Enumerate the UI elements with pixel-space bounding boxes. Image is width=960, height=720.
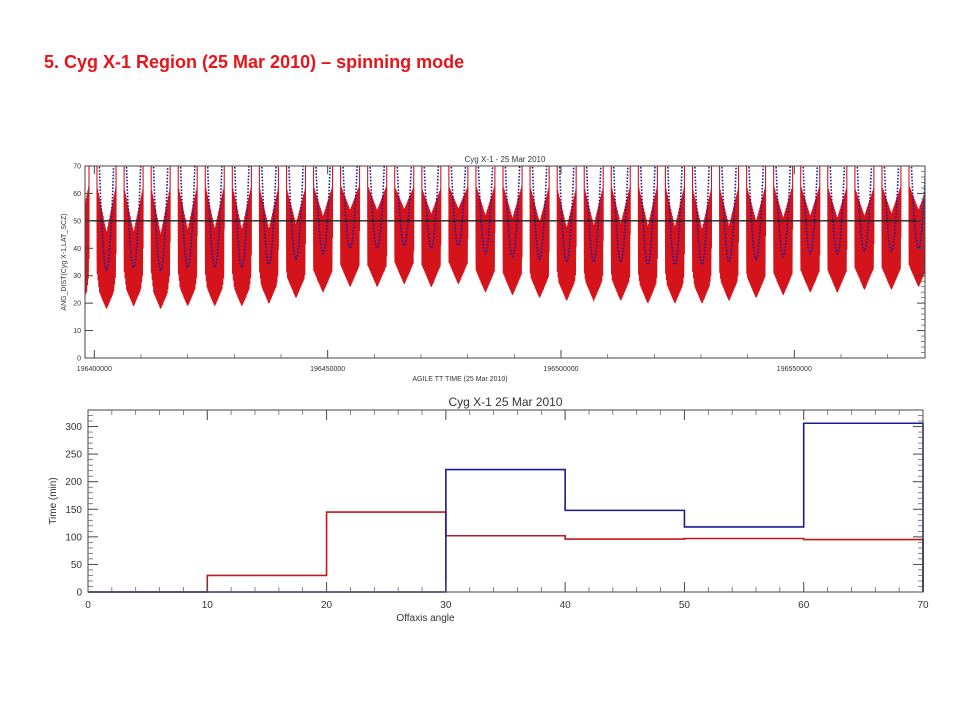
chart-1-blue-minima — [504, 166, 521, 258]
chart-1-y-tick-label: 10 — [73, 328, 81, 335]
chart-1-y-tick-label: 30 — [73, 273, 81, 280]
chart-1-blue-minima — [775, 166, 792, 258]
chart-1-blue-minima — [531, 166, 548, 261]
chart-2-y-tick-label: 300 — [65, 422, 82, 433]
chart-1-blue-minima — [315, 166, 331, 255]
chart-2-x-tick-label: 20 — [321, 600, 333, 611]
chart-2-y-tick-label: 100 — [65, 532, 82, 543]
chart-1-blue-minima — [342, 166, 358, 250]
chart-1-x-axis-label: AGILE TT TIME (25 Mar 2010) — [412, 376, 507, 383]
chart-1-blue-minima — [667, 166, 683, 266]
chart-1-x-tick-label: 196400000 — [77, 366, 112, 373]
chart-1-y-tick-label: 70 — [73, 164, 81, 171]
chart-1-title: Cyg X-1 - 25 Mar 2010 — [465, 155, 546, 164]
chart-2-series-red — [88, 511, 924, 593]
chart-1-y-tick-label: 60 — [73, 191, 81, 198]
chart-1-y-tick-label: 20 — [73, 301, 81, 308]
chart-1-y-tick-label: 0 — [77, 356, 81, 363]
chart-1-x-tick-label: 196450000 — [310, 366, 345, 373]
chart-2: 0 50 100 150 200 250 300 0 10 20 30 40 50 60 70 Cyg X-1… — [48, 395, 929, 624]
chart-1-blue-minima — [423, 166, 440, 250]
chart-2-y-tick-label: 250 — [65, 450, 82, 461]
chart-1-blue-minima — [910, 166, 925, 250]
chart-1-blue-minima — [585, 166, 602, 264]
chart-1-blue-minima — [883, 166, 900, 253]
chart-2-series-blue — [88, 422, 924, 593]
chart-1-blue-minima — [369, 166, 386, 250]
chart-1-blue-minima — [612, 166, 629, 264]
chart-2-title: Cyg X-1 25 Mar 2010 — [448, 395, 562, 409]
chart-1-x-tick-label: 196500000 — [543, 366, 578, 373]
chart-2-x-tick-label: 50 — [679, 600, 691, 611]
chart-1-blue-minima — [694, 166, 710, 266]
chart-1-y-axis-label: ANG_DIST(Cyg X-1,LAT_SCZ) — [61, 213, 68, 310]
chart-1-blue-minima — [856, 166, 873, 253]
chart-1-y-tick-label: 40 — [73, 246, 81, 253]
chart-1-red-series — [85, 166, 925, 309]
chart-1-x-tick-label: 196550000 — [777, 366, 812, 373]
chart-2-x-tick-label: 70 — [917, 600, 929, 611]
chart-1-blue-minima — [288, 166, 304, 261]
chart-1-blue-minima — [261, 166, 277, 266]
chart-1-y-tick-label: 50 — [73, 218, 81, 225]
chart-2-x-tick-label: 60 — [798, 600, 810, 611]
chart-1-blue-minima — [639, 166, 656, 266]
chart-2-x-axis-label: Offaxis angle — [396, 613, 455, 624]
chart-2-y-tick-label: 50 — [71, 560, 83, 571]
slide-title: 5. Cyg X-1 Region (25 Mar 2010) – spinni… — [44, 52, 465, 72]
chart-2-y-axis-label: Time (min) — [48, 477, 59, 524]
chart-1-blue-minima — [829, 166, 846, 255]
chart-2-x-tick-label: 10 — [202, 600, 214, 611]
chart-1-blue-minima — [748, 166, 765, 261]
chart-1-frame — [84, 165, 926, 359]
chart-1: 0 10 20 30 40 50 60 70 196400000 196450000 1965000… — [61, 155, 926, 383]
chart-1-blue-minima — [477, 166, 494, 255]
chart-2-y-tick-label: 0 — [76, 588, 82, 599]
chart-1-blue-minima — [558, 166, 575, 264]
chart-2-x-tick-label: 0 — [85, 600, 91, 611]
chart-1-blue-minima — [721, 166, 737, 264]
chart-1-blue-minima — [802, 166, 819, 255]
chart-2-y-tick-label: 200 — [65, 477, 82, 488]
chart-2-x-tick-label: 30 — [440, 600, 452, 611]
chart-2-y-tick-label: 150 — [65, 505, 82, 516]
chart-2-frame — [87, 409, 924, 593]
chart-2-x-tick-label: 40 — [560, 600, 572, 611]
